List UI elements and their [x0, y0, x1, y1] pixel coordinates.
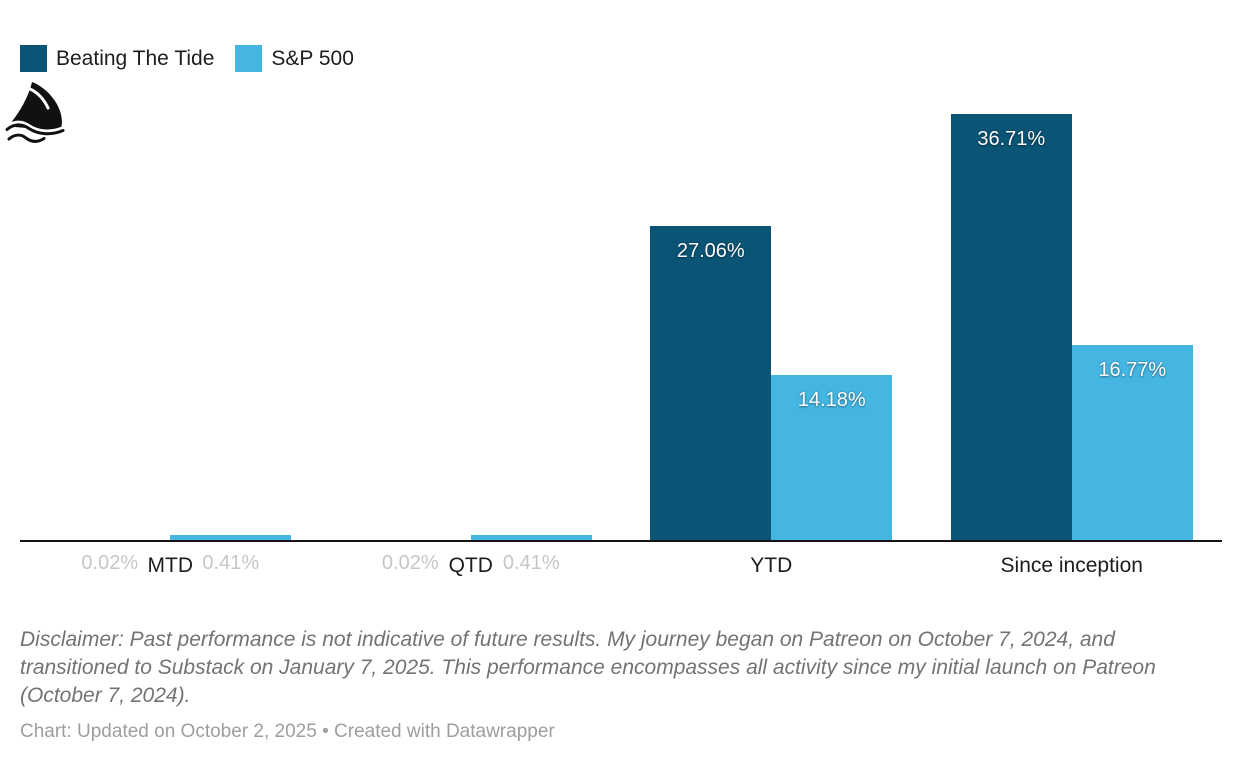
legend-item-beating-the-tide: Beating The Tide: [20, 45, 214, 72]
value-label-s-p-500-mtd: 0.41%: [202, 552, 260, 574]
x-axis-label-qtd: QTD: [448, 554, 493, 577]
value-label-s-p-500-qtd: 0.41%: [502, 552, 560, 574]
legend-swatch-sp500: [235, 45, 263, 72]
x-axis-line: [20, 540, 1222, 542]
plot-area: 0.02% 0.41% MTD 0.02% 0.41% QTD 27.06% 14.18% YT…: [20, 80, 1222, 577]
legend: Beating The Tide S&P 500: [20, 45, 354, 72]
bar-s-p-500-ytd[interactable]: [771, 375, 893, 540]
bar-beating-the-tide-since-inception[interactable]: [950, 114, 1072, 540]
x-axis-label-ytd: YTD: [750, 554, 793, 577]
credit-prefix: Chart: Updated on October 2, 2025 •: [20, 721, 335, 742]
legend-label-sp500: S&P 500: [271, 47, 354, 70]
x-axis-label-since-inception: Since inception: [1000, 554, 1143, 577]
value-label-s-p-500-since-inception: 16.77%: [1098, 359, 1167, 382]
disclaimer-text: Disclaimer: Past performance is not indi…: [20, 628, 1156, 707]
value-label-beating-the-tide-ytd: 27.06%: [676, 239, 745, 262]
bar-s-p-500-mtd[interactable]: [170, 535, 292, 540]
datawrapper-credit-link[interactable]: Created with Datawrapper: [334, 721, 555, 742]
bar-s-p-500-qtd[interactable]: [470, 535, 592, 540]
value-label-beating-the-tide-mtd: 0.02%: [81, 552, 139, 574]
credit-line: Chart: Updated on October 2, 2025 • Crea…: [20, 720, 555, 744]
legend-label-beating-the-tide: Beating The Tide: [56, 47, 215, 70]
value-label-s-p-500-ytd: 14.18%: [797, 389, 866, 412]
value-label-beating-the-tide-qtd: 0.02%: [381, 552, 439, 574]
bar-s-p-500-since-inception[interactable]: [1071, 345, 1193, 540]
bar-beating-the-tide-ytd[interactable]: [650, 225, 772, 540]
x-axis-label-mtd: MTD: [147, 554, 194, 577]
legend-item-sp500: S&P 500: [235, 45, 354, 72]
shark-fin-icon: [5, 80, 71, 144]
value-label-beating-the-tide-since-inception: 36.71%: [977, 128, 1046, 150]
legend-swatch-beating-the-tide: [20, 45, 47, 72]
